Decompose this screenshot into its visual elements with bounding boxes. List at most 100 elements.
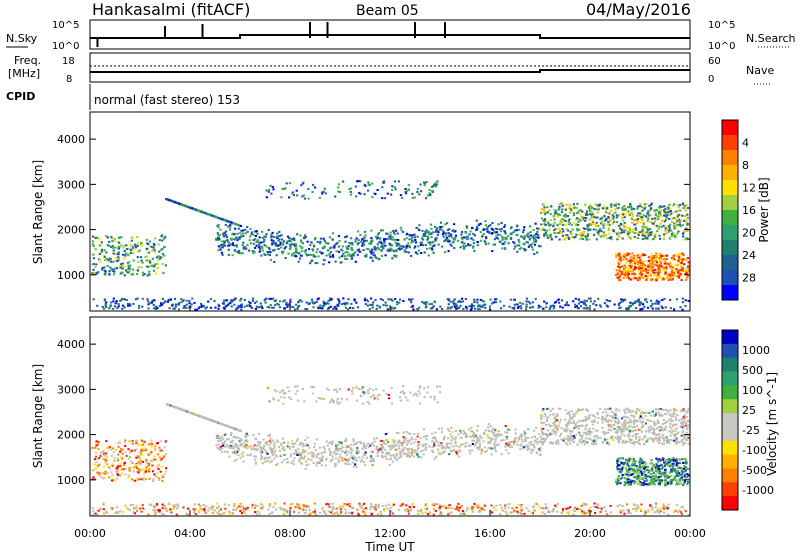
- scatter-cell: [586, 210, 589, 213]
- scatter-cell: [658, 268, 661, 271]
- scatter-cell: [631, 228, 634, 231]
- scatter-cell: [657, 270, 660, 273]
- scatter-cell: [273, 300, 276, 303]
- scatter-cell: [273, 446, 276, 449]
- scatter-cell: [537, 236, 540, 239]
- scatter-cell: [616, 276, 619, 279]
- scatter-cell: [582, 502, 585, 505]
- scatter-cell: [430, 227, 433, 230]
- scatter-cell: [277, 244, 280, 247]
- scatter-cell: [453, 448, 456, 451]
- scatter-cell: [116, 306, 119, 309]
- scatter-cell: [519, 444, 522, 447]
- scatter-cell: [399, 298, 402, 301]
- scatter-cell: [656, 230, 659, 233]
- scatter-cell: [111, 245, 114, 248]
- scatter-cell: [398, 247, 401, 250]
- scatter-cell: [417, 513, 420, 515]
- scatter-cell: [495, 433, 498, 436]
- scatter-cell: [513, 247, 516, 250]
- scatter-cell: [619, 227, 622, 230]
- scatter-cell: [340, 248, 343, 251]
- scatter-cell: [96, 236, 99, 239]
- scatter-cell: [271, 243, 274, 246]
- scatter-cell: [454, 236, 457, 239]
- scatter-cell: [255, 230, 258, 233]
- scatter-cell: [556, 215, 559, 218]
- scatter-cell: [390, 510, 393, 513]
- scatter-cell: [410, 442, 413, 445]
- scatter-cell: [389, 234, 392, 237]
- scatter-cell: [149, 265, 152, 268]
- scatter-cell: [440, 444, 444, 447]
- scatter-cell: [655, 252, 658, 255]
- scatter-cell: [257, 441, 260, 444]
- scatter-cell: [128, 509, 131, 511]
- scatter-cell: [469, 452, 472, 455]
- scatter-cell: [337, 461, 340, 464]
- scatter-cell: [355, 301, 358, 304]
- scatter-cell: [385, 232, 388, 235]
- scatter-cell: [338, 441, 341, 444]
- scatter-cell: [300, 452, 303, 455]
- scatter-cell: [229, 444, 232, 447]
- scatter-cell: [403, 248, 406, 251]
- scatter-cell: [599, 305, 602, 308]
- scatter-cell: [174, 305, 177, 308]
- scatter-cell: [356, 306, 360, 309]
- scatter-cell: [423, 251, 426, 254]
- scatter-cell: [343, 236, 347, 239]
- scatter-cell: [147, 259, 150, 262]
- scatter-cell: [521, 440, 524, 443]
- scatter-cell: [254, 307, 257, 310]
- scatter-cell: [402, 448, 405, 451]
- scatter-cell: [362, 453, 365, 456]
- scatter-cell: [369, 508, 372, 511]
- scatter-cell: [662, 503, 665, 506]
- scatter-cell: [122, 246, 125, 249]
- scatter-cell: [350, 187, 353, 190]
- scatter-cell: [254, 461, 257, 464]
- scatter-cell: [288, 196, 291, 199]
- scatter-cell: [622, 213, 625, 216]
- scatter-cell: [629, 203, 632, 205]
- scatter-cell: [441, 245, 444, 248]
- scatter-cell: [576, 227, 579, 230]
- scatter-cell: [276, 462, 279, 465]
- date-title: 04/May/2016: [586, 0, 691, 19]
- scatter-cell: [623, 221, 626, 224]
- scatter-cell: [424, 511, 427, 514]
- scatter-cell: [506, 513, 509, 516]
- scatter-cell: [499, 513, 502, 516]
- scatter-cell: [588, 238, 591, 241]
- colorbar-segment: [722, 285, 738, 301]
- scatter-cell: [625, 261, 628, 264]
- scatter-cell: [672, 204, 675, 207]
- scatter-cell: [110, 236, 113, 238]
- scatter-cell: [629, 262, 632, 265]
- scatter-cell: [523, 430, 526, 433]
- scatter-cell: [682, 232, 685, 235]
- scatter-cell: [667, 207, 670, 210]
- scatter-cell: [193, 301, 196, 304]
- scatter-cell: [380, 447, 383, 449]
- scatter-cell: [638, 277, 641, 280]
- scatter-cell: [632, 508, 635, 511]
- scatter-cell: [264, 460, 267, 463]
- scatter-cell: [462, 429, 465, 432]
- scatter-cell: [298, 507, 301, 510]
- scatter-cell: [678, 509, 681, 512]
- scatter-cell: [612, 217, 615, 220]
- scatter-cell: [377, 504, 380, 507]
- scatter-cell: [673, 270, 676, 273]
- scatter-cell: [467, 237, 470, 240]
- scatter-cell: [552, 214, 555, 217]
- scatter-cell: [236, 306, 240, 309]
- scatter-cell: [627, 511, 630, 514]
- scatter-cell: [545, 234, 548, 237]
- scatter-cell: [650, 299, 653, 302]
- scatter-cell: [582, 307, 585, 310]
- scatter-cell: [674, 234, 677, 237]
- scatter-cell: [268, 188, 271, 191]
- scatter-cell: [410, 454, 413, 456]
